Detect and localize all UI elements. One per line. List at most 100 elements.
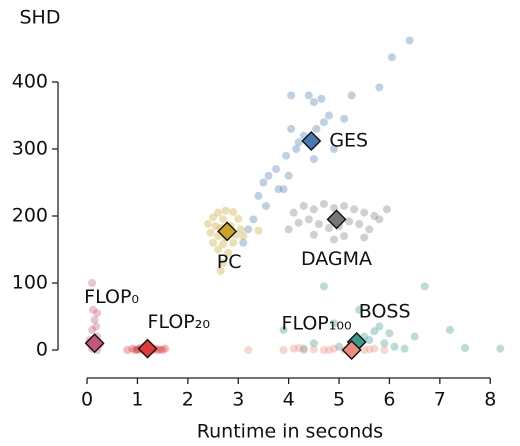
point xyxy=(330,319,338,328)
point xyxy=(319,282,328,291)
point xyxy=(309,155,318,164)
point xyxy=(314,220,323,229)
point xyxy=(284,171,293,180)
point xyxy=(279,325,288,334)
series-label: GES xyxy=(329,129,368,151)
point xyxy=(309,345,318,354)
point xyxy=(365,345,374,354)
point xyxy=(345,217,354,226)
point xyxy=(214,208,223,217)
point xyxy=(92,322,101,331)
point xyxy=(496,344,505,353)
point xyxy=(312,124,321,133)
point xyxy=(234,214,243,223)
point xyxy=(90,315,99,324)
point xyxy=(309,98,318,107)
x-tick-label: 7 xyxy=(434,389,446,411)
x-axis-label: Runtime in seconds xyxy=(197,421,383,443)
point xyxy=(380,339,389,348)
point xyxy=(385,329,394,338)
point xyxy=(370,344,379,353)
point xyxy=(340,232,349,241)
point xyxy=(390,342,399,351)
point xyxy=(410,332,419,341)
point xyxy=(317,94,326,103)
point xyxy=(239,232,248,241)
x-tick-label: 4 xyxy=(283,389,295,411)
point xyxy=(304,215,313,224)
point xyxy=(284,225,293,234)
point xyxy=(365,225,374,234)
point xyxy=(204,220,212,229)
point xyxy=(264,171,273,180)
x-tick-label: 2 xyxy=(182,389,194,411)
median-marker xyxy=(137,338,158,359)
point xyxy=(355,305,364,314)
point xyxy=(420,282,429,291)
series-label: FLOP₀ xyxy=(84,286,139,308)
point xyxy=(161,344,170,353)
point xyxy=(244,346,253,354)
y-tick-label: 100 xyxy=(12,272,48,294)
point xyxy=(209,238,218,247)
point xyxy=(221,206,230,215)
point xyxy=(88,325,97,334)
point xyxy=(249,215,258,224)
point xyxy=(375,322,384,331)
point xyxy=(461,343,470,352)
x-tick-label: 5 xyxy=(333,389,345,411)
series-label: BOSS xyxy=(359,300,411,322)
point xyxy=(319,199,328,208)
point xyxy=(289,208,298,217)
point xyxy=(299,201,308,210)
y-axis-label: SHD xyxy=(20,7,61,29)
series-label: PC xyxy=(217,251,242,273)
x-tick-label: 0 xyxy=(81,389,93,411)
point xyxy=(214,245,223,254)
point xyxy=(335,342,344,351)
point xyxy=(128,344,137,353)
point xyxy=(88,279,97,287)
point xyxy=(254,226,263,235)
point xyxy=(206,228,215,237)
point xyxy=(330,235,338,244)
point xyxy=(229,238,238,247)
point xyxy=(400,344,409,353)
point xyxy=(274,185,283,194)
point xyxy=(309,205,318,214)
point xyxy=(294,343,303,352)
x-tick-label: 8 xyxy=(484,389,496,411)
point xyxy=(370,212,379,220)
x-tick-label: 3 xyxy=(232,389,244,411)
point xyxy=(216,266,225,275)
y-tick-label: 300 xyxy=(12,138,48,160)
point xyxy=(355,220,364,229)
y-tick-label: 200 xyxy=(12,205,48,227)
point xyxy=(299,344,308,353)
x-tick-label: 6 xyxy=(383,389,395,411)
median-marker xyxy=(326,209,347,230)
y-tick-label: 0 xyxy=(36,339,48,361)
point xyxy=(340,201,349,210)
point xyxy=(158,346,167,354)
point xyxy=(347,91,356,100)
point xyxy=(380,346,389,354)
point xyxy=(123,346,132,354)
x-tick-label: 1 xyxy=(131,389,143,411)
point xyxy=(219,240,228,249)
median-marker xyxy=(84,333,105,354)
point xyxy=(319,118,328,127)
point xyxy=(319,346,328,354)
point xyxy=(370,327,379,336)
series-label: FLOP₁₀₀ xyxy=(282,313,352,335)
median-marker xyxy=(301,130,322,151)
point xyxy=(254,191,263,200)
point xyxy=(387,53,396,62)
point xyxy=(309,339,318,348)
median-marker xyxy=(217,221,238,242)
point xyxy=(156,345,165,354)
point xyxy=(211,222,220,231)
point xyxy=(360,233,369,242)
point xyxy=(294,218,303,227)
